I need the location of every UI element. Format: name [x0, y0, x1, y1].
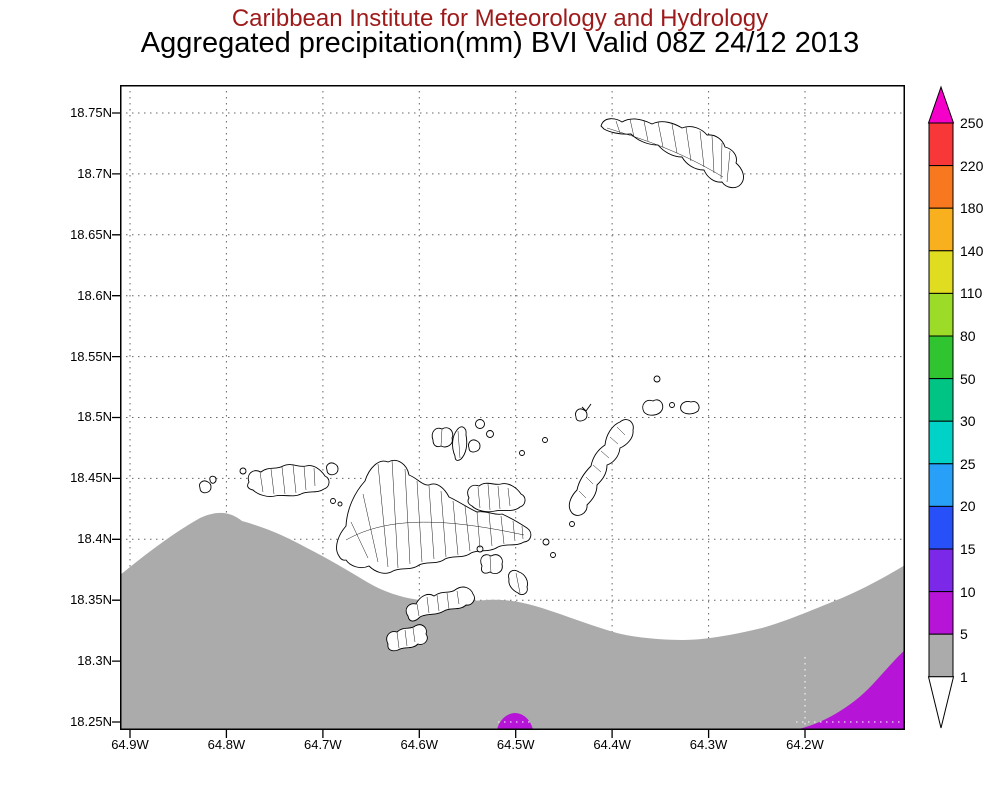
colorbar-tick-label: 15 — [960, 541, 976, 558]
lon-tick-label: 64.6W — [400, 737, 439, 752]
colorbar-tick-label: 250 — [960, 115, 984, 131]
colorbar-segment — [928, 335, 954, 380]
island — [431, 427, 454, 448]
colorbar-arrow-down — [927, 676, 955, 729]
island — [480, 554, 503, 575]
island — [550, 552, 556, 558]
lat-tick-label: 18.75N — [70, 105, 112, 120]
island — [326, 462, 339, 476]
island — [542, 538, 550, 546]
colorbar-arrow-up — [927, 85, 955, 124]
axis-tick-marks — [112, 112, 806, 738]
colorbar-segment — [928, 548, 954, 593]
lon-tick-label: 64.5W — [496, 737, 535, 752]
colorbar-tick-label: 25 — [960, 455, 976, 472]
island — [519, 450, 525, 456]
island — [452, 426, 468, 461]
colorbar-tick-label: 80 — [960, 328, 976, 345]
island — [199, 480, 212, 494]
colorbar-tick-label: 5 — [960, 626, 968, 643]
island — [486, 430, 494, 438]
colorbar-segment — [928, 165, 954, 209]
island — [653, 375, 661, 383]
colorbar-tick-label: 50 — [960, 370, 976, 387]
lon-tick-label: 64.2W — [786, 737, 824, 752]
island — [247, 464, 330, 497]
colorbar-tick-label: 20 — [960, 498, 976, 515]
grid-lines-over-shading — [498, 657, 905, 730]
island — [468, 439, 481, 453]
colorbar-segment — [928, 591, 954, 635]
colorbar-tick-label: 10 — [960, 583, 976, 600]
colorbar-segment — [928, 420, 954, 465]
colorbar-tick-label: 220 — [960, 157, 984, 174]
lat-tick-label: 18.25N — [70, 713, 112, 729]
colorbar-segment — [928, 463, 954, 507]
island — [467, 482, 526, 513]
colorbar-tick-label: 1 — [960, 668, 968, 685]
island — [405, 586, 475, 622]
island — [680, 401, 700, 415]
island — [542, 437, 548, 443]
island — [642, 399, 664, 416]
colorbar-segment — [928, 378, 954, 422]
island — [336, 459, 532, 574]
institute-title: Caribbean Institute for Meteorology and … — [231, 5, 769, 32]
colorbar-segment — [928, 505, 954, 550]
lat-tick-label: 18.55N — [70, 348, 112, 364]
lat-tick-label: 18.5N — [77, 409, 112, 425]
lat-tick-label: 18.3N — [77, 653, 112, 669]
precip-region-1-5mm — [120, 512, 905, 730]
island — [337, 501, 343, 507]
island — [569, 521, 575, 527]
colorbar-segment — [928, 250, 954, 294]
lon-tick-label: 64.8W — [207, 737, 246, 752]
plot-border — [120, 85, 905, 730]
lon-tick-label: 64.7W — [304, 737, 342, 752]
lon-tick-label: 64.4W — [593, 737, 631, 752]
island — [239, 467, 247, 475]
colorbar-tick-label: 110 — [960, 285, 983, 302]
colorbar-segment — [928, 207, 954, 252]
colorbar — [927, 85, 955, 729]
map-plot — [112, 85, 905, 738]
figure-title: Aggregated precipitation(mm) BVI Valid 0… — [140, 27, 860, 59]
island — [581, 403, 592, 412]
colorbar-tick-label: 30 — [960, 413, 976, 430]
colorbar-segment — [928, 292, 954, 337]
island — [575, 408, 588, 422]
precip-region-5-10mm-southeast — [794, 650, 905, 730]
lat-tick-label: 18.35N — [70, 592, 112, 608]
colorbar-segment — [928, 122, 954, 167]
lat-tick-label: 18.7N — [77, 165, 112, 181]
colorbar-scale: 250 220 180 140 110 80 50 30 25 20 15 10… — [960, 114, 1000, 686]
island — [209, 475, 217, 484]
colorbar-segment — [928, 633, 954, 678]
lat-tick-label: 18.45N — [70, 470, 112, 486]
lat-tick-label: 18.65N — [70, 226, 112, 242]
lon-axis: 64.9W 64.8W 64.7W 64.6W 64.5W 64.4W 64.3… — [103, 737, 832, 752]
lon-tick-label: 64.3W — [689, 737, 728, 752]
precip-region-5-10mm-south — [497, 713, 533, 730]
lat-tick-label: 18.6N — [77, 287, 112, 303]
lat-tick-label: 18.4N — [77, 531, 112, 547]
island — [330, 498, 336, 504]
lat-axis: 18.75N 18.7N 18.65N 18.6N 18.55N 18.5N 1… — [46, 106, 112, 729]
island — [475, 419, 485, 429]
lon-tick-label: 64.9W — [111, 737, 149, 752]
island-subdivision-lines — [259, 118, 731, 649]
island — [669, 402, 675, 408]
colorbar-tick-label: 140 — [960, 242, 984, 259]
colorbar-tick-label: 180 — [960, 200, 984, 217]
